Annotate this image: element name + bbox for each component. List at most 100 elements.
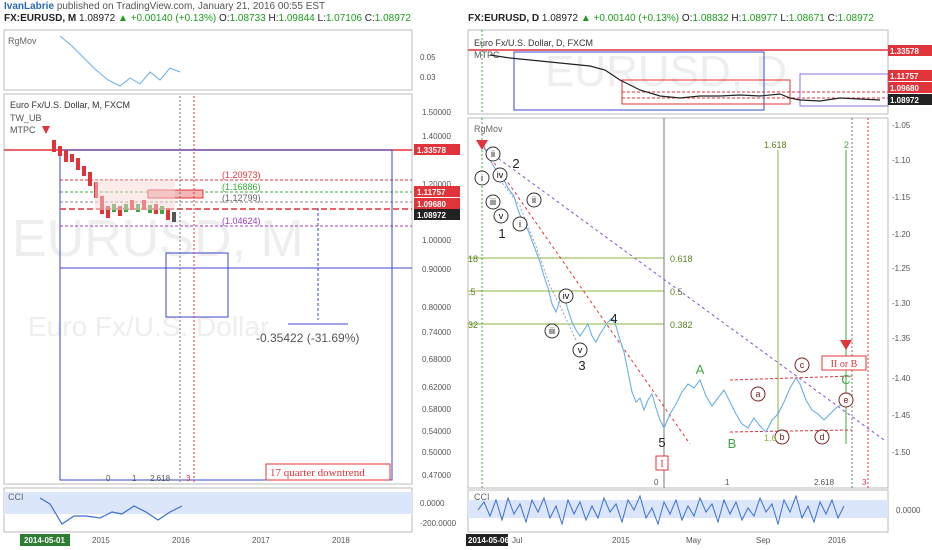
right-tick-10: -1.50 — [892, 448, 911, 457]
right-IIB-box — [821, 355, 867, 371]
wave-1: 1 — [498, 226, 505, 241]
right-tag-1: 1.33578 — [890, 47, 919, 56]
right-fib-top: 1.618 — [764, 140, 787, 150]
right-tick-5: -1.25 — [892, 264, 911, 273]
right-o-label: O: — [681, 13, 693, 24]
right-change: ▲ +0.00140 (+0.13%) — [580, 13, 680, 24]
left-candles — [52, 140, 176, 222]
left-time-4: 2017 — [252, 536, 270, 545]
right-l-label: L: — [780, 13, 789, 24]
right-tag-2: 1.11757 — [890, 72, 919, 81]
left-rgmov-tick-2: 0.03 — [420, 73, 436, 82]
wave-3: 3 — [578, 358, 585, 373]
right-fib-left-3: 32 — [468, 320, 478, 330]
wave-v-1: v — [499, 211, 504, 221]
left-tick-4: 1.20000 — [422, 180, 451, 189]
right-high: 1.08977 — [741, 13, 778, 24]
right-fib-mid-3: 0.382 — [670, 320, 693, 330]
right-mini-watermark: EURUSD, D — [545, 47, 787, 96]
left-rgmov-label: RgMov — [8, 36, 37, 46]
right-fib-top-2: 2 — [844, 140, 849, 150]
right-mini-pane — [467, 29, 889, 115]
left-time-5: 2018 — [332, 536, 350, 545]
right-fib-b: 1.6 — [764, 433, 777, 443]
right-fib-bottom-1: 1 — [725, 478, 730, 487]
left-c-label: C: — [364, 13, 375, 24]
left-panel: RgMov 0.05 0.03 EURUSD, M Euro Fx/U.S. D… — [3, 29, 460, 546]
wave-iii-2: iii — [549, 326, 555, 336]
left-tick-6: 1.00000 — [422, 236, 451, 245]
left-tick-11: 0.62000 — [422, 383, 451, 392]
wave-5: 5 — [658, 435, 665, 450]
left-h-label: H: — [268, 13, 279, 24]
left-downtrend-label: 17 quarter downtrend — [270, 467, 365, 479]
left-tag-2: 1.11757 — [417, 188, 446, 197]
wave-ii-2: ii — [532, 195, 536, 205]
left-fib-bottom-2: 2.618 — [150, 474, 171, 483]
right-tag-4: 1.08972 — [890, 96, 919, 105]
wave-A: A — [696, 362, 705, 377]
right-tick-1: -1.05 — [892, 121, 911, 130]
left-tag-4: 1.08972 — [417, 211, 446, 220]
right-tick-8: -1.40 — [892, 374, 911, 383]
left-fib-label-4: (1.04624) — [222, 216, 261, 226]
right-price-channel — [499, 179, 577, 341]
left-tick-7: 0.90000 — [422, 265, 451, 274]
right-red-upper — [729, 375, 853, 381]
right-tick-7: -1.35 — [892, 334, 911, 343]
right-time-2: Jul — [512, 536, 522, 545]
right-red-trendline — [483, 147, 691, 445]
right-fib-left-1: 18 — [468, 254, 478, 264]
left-cci-tick-2: -200.0000 — [420, 519, 457, 528]
left-open: 1.08733 — [229, 13, 266, 24]
right-purple-trendline — [483, 147, 885, 441]
left-l-label: L: — [317, 13, 326, 24]
left-tag-1: 1.33578 — [417, 146, 446, 155]
right-symbol[interactable]: FX:EURUSD, D — [468, 13, 540, 24]
left-close: 1.08972 — [374, 13, 411, 24]
publish-info: published on TradingView.com, January 21… — [56, 1, 326, 12]
wave-ii-1: ii — [491, 149, 495, 159]
wave-d: d — [819, 432, 824, 442]
left-fib-bottom-3: 3 — [186, 474, 191, 483]
wave-4: 4 — [610, 311, 617, 326]
right-fib-bottom-0: 0 — [654, 478, 659, 487]
left-watermark-sub: Euro Fx/U.S. Dollar — [28, 311, 269, 342]
right-fib-left-2: .5 — [468, 287, 476, 297]
left-high: 1.09844 — [278, 13, 315, 24]
left-tick-13: 0.54000 — [422, 427, 451, 436]
right-tag-3: 1.09680 — [890, 84, 919, 93]
right-price-line — [483, 145, 849, 433]
left-price-axis: 1.50000 1.40000 1.20000 1.00000 0.90000 … — [422, 108, 451, 480]
left-change: ▲ +0.00140 (+0.13%) — [117, 13, 217, 24]
right-mini-tags: 1.33578 1.11757 1.09680 1.08972 — [888, 45, 932, 105]
author-link[interactable]: IvanLabrie — [4, 1, 55, 12]
right-abc-waves: c a b d e — [750, 357, 854, 445]
left-symbol-bar: FX:EURUSD, M 1.08972 ▲ +0.00140 (+0.13%)… — [4, 13, 411, 24]
right-mini-box — [513, 51, 765, 111]
right-rgmov-label: RgMov — [474, 124, 503, 134]
left-tick-1: 1.50000 — [422, 108, 451, 117]
left-tick-15: 0.47000 — [422, 471, 451, 480]
publish-line: IvanLabrie published on TradingView.com,… — [4, 1, 325, 12]
wave-b: b — [779, 432, 784, 442]
left-chart-title: Euro Fx/U.S. Dollar, M, FXCM — [10, 100, 130, 110]
left-fib-label-2: (1.16886) — [222, 182, 261, 192]
left-cci-line — [39, 497, 183, 525]
left-fib-bottom-1: 1 — [132, 474, 137, 483]
left-tick-14: 0.50000 — [422, 448, 451, 457]
wave-e: e — [843, 395, 848, 405]
wave-i-1: i — [481, 173, 483, 183]
left-tick-12: 0.58000 — [422, 405, 451, 414]
right-time-1: 2014-05-06 — [468, 536, 509, 545]
left-fib-label-1: (1.20973) — [222, 170, 261, 180]
left-rgmov-tick-1: 0.05 — [420, 53, 436, 62]
right-fib-mid-1: 0.618 — [670, 254, 693, 264]
wave-v-2: v — [578, 345, 583, 355]
left-symbol[interactable]: FX:EURUSD, M — [4, 13, 77, 24]
right-cci-tick: 0.0000 — [896, 506, 921, 515]
right-green-waves: A B C — [696, 362, 851, 451]
left-tick-10: 0.68000 — [422, 355, 451, 364]
left-tick-9: 0.74000 — [422, 328, 451, 337]
